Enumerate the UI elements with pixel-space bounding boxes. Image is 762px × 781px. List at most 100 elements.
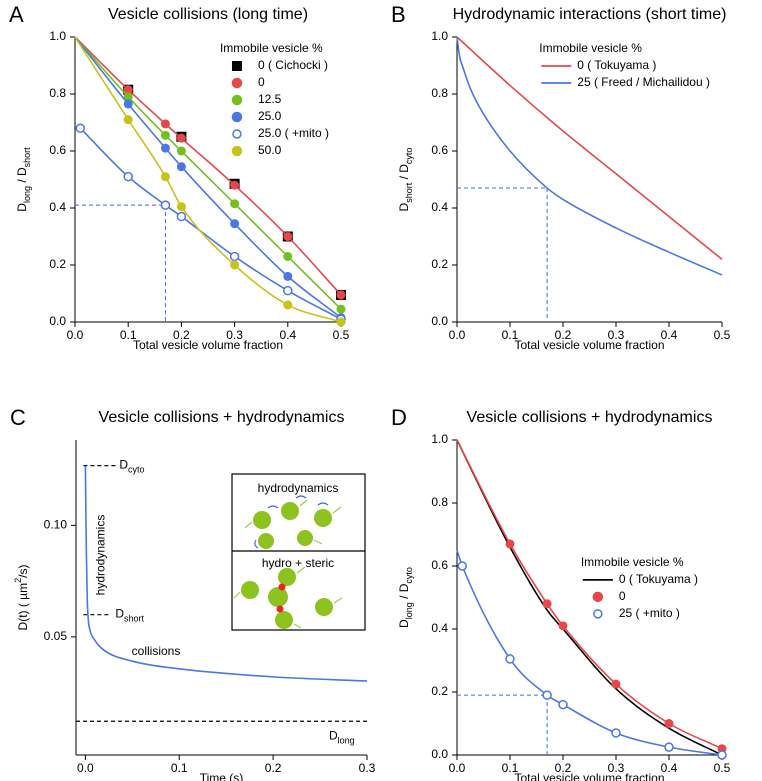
panel-letter: C xyxy=(10,405,26,430)
series xyxy=(75,123,346,324)
x-axis-label: Total vesicle volume fraction xyxy=(133,338,283,352)
annotation: hydrodynamics xyxy=(94,515,108,596)
marker xyxy=(664,742,674,752)
y-axis-label-part: short xyxy=(404,182,414,203)
legend-swatch xyxy=(592,591,604,603)
y-tick-label: 1.0 xyxy=(431,432,448,446)
vesicle xyxy=(281,502,299,520)
x-tick-label: 0.2 xyxy=(265,761,282,775)
y-tick-label: 0.0 xyxy=(431,747,448,761)
marker xyxy=(542,690,552,700)
marker xyxy=(542,599,552,609)
series-line xyxy=(74,36,342,323)
x-tick-label: 0.5 xyxy=(333,328,350,342)
y-tick-label: 0.4 xyxy=(431,621,448,635)
y-tick-label: 0.2 xyxy=(49,257,66,271)
flow xyxy=(254,539,259,549)
y-axis-label-part: D xyxy=(397,619,411,628)
panel: B Hydrodynamic interactions (short time) T… xyxy=(391,2,731,352)
legend: Immobile vesicle % 0 ( Tokuyama ) 0 25 ( +m… xyxy=(581,555,698,620)
marker xyxy=(283,251,293,261)
inset-label: hydro + steric xyxy=(262,556,334,570)
x-tick-label: 0.1 xyxy=(120,328,137,342)
y-axis-label-part: D xyxy=(397,202,411,211)
legend-label: 50.0 xyxy=(258,143,282,157)
y-tick-label: 0.6 xyxy=(431,143,448,157)
legend: Immobile vesicle % 0 ( Cichocki ) 0 12.5 25.… xyxy=(220,41,329,157)
x-tick-label: 0.3 xyxy=(608,761,625,775)
marker xyxy=(229,251,240,262)
chart-title: Hydrodynamic interactions (short time) xyxy=(453,6,727,23)
flow xyxy=(267,505,279,509)
marker xyxy=(336,304,346,314)
arrow xyxy=(233,591,241,599)
y-axis-label-part: cyto xyxy=(404,567,414,584)
flow xyxy=(317,502,329,506)
y-axis-label-part: / D xyxy=(397,583,411,602)
x-tick-label: 0.3 xyxy=(226,328,243,342)
legend-swatch xyxy=(231,77,243,89)
series-line xyxy=(456,36,723,260)
y-tick-label: 0.8 xyxy=(49,86,66,100)
marker xyxy=(160,172,170,182)
inset-label: hydrodynamics xyxy=(258,481,339,495)
y-axis-label-part: long xyxy=(22,186,32,203)
marker xyxy=(160,130,170,140)
x-tick-label: 0.5 xyxy=(714,761,731,775)
chart-title: Vesicle collisions (long time) xyxy=(108,6,308,23)
marker xyxy=(160,119,170,129)
series xyxy=(74,36,346,327)
marker xyxy=(283,232,293,241)
series-line xyxy=(456,549,723,756)
arrow xyxy=(296,566,306,574)
inset-frame xyxy=(231,473,366,631)
legend-label: 25 ( +mito ) xyxy=(619,606,680,620)
series xyxy=(74,36,346,300)
marker xyxy=(176,133,186,143)
y-tick-label: 0.0 xyxy=(49,314,66,328)
x-tick-label: 0.0 xyxy=(67,328,84,342)
legend-swatch xyxy=(231,61,242,71)
y-axis-label: D(t) ( µm2/s) xyxy=(13,565,30,631)
x-tick-label: 0.3 xyxy=(359,761,376,775)
panel: A Vesicle collisions (long time) Total ves… xyxy=(9,2,350,352)
marker xyxy=(160,143,170,153)
vesicle xyxy=(315,598,333,616)
y-axis-label: Dlong / Dshort xyxy=(15,147,32,212)
inset-flows-top xyxy=(254,495,329,549)
arrow xyxy=(244,521,253,529)
x-tick-label: 0.0 xyxy=(449,761,466,775)
y-axis-label-part: long xyxy=(404,602,414,619)
series-line xyxy=(456,439,723,756)
y-tick-label: 0.8 xyxy=(431,86,448,100)
level-label-part: cyto xyxy=(128,465,145,475)
series-line xyxy=(456,36,723,276)
marker xyxy=(160,200,171,210)
y-tick-label: 1.0 xyxy=(49,29,66,43)
marker xyxy=(717,750,727,760)
vesicle xyxy=(241,581,259,599)
y-tick-label: 0.05 xyxy=(44,629,68,643)
legend: Immobile vesicle % 0 ( Tokuyama ) 25 ( Fre… xyxy=(539,41,710,89)
y-axis-label: Dshort / Dcyto xyxy=(397,148,414,212)
marker xyxy=(336,290,346,300)
x-tick-label: 0.2 xyxy=(555,761,572,775)
vesicle xyxy=(258,533,274,549)
x-tick-label: 0.2 xyxy=(173,328,190,342)
marker xyxy=(505,654,515,664)
x-tick-label: 0.5 xyxy=(714,328,731,342)
contact xyxy=(278,583,286,591)
marker xyxy=(176,162,186,172)
y-tick-label: 0.6 xyxy=(49,143,66,157)
legend-label: 25.0 ( +mito ) xyxy=(258,126,329,140)
y-axis-label-part: / D xyxy=(15,167,29,186)
y-tick-label: 0.4 xyxy=(49,200,66,214)
x-tick-label: 0.0 xyxy=(449,328,466,342)
series xyxy=(84,465,368,682)
arrow xyxy=(293,623,302,629)
legend-swatch xyxy=(593,609,603,619)
legend-title: Immobile vesicle % xyxy=(539,41,642,55)
vesicle xyxy=(314,509,332,527)
panel-letter: A xyxy=(9,2,24,27)
vesicle xyxy=(268,587,288,607)
